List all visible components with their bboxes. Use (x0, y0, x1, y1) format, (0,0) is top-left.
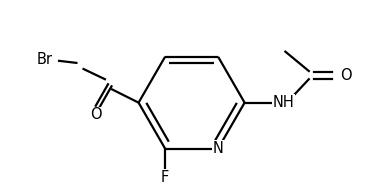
Text: NH: NH (273, 95, 294, 110)
Text: O: O (90, 107, 101, 122)
Text: F: F (161, 170, 169, 185)
Text: Br: Br (37, 52, 53, 67)
Text: N: N (213, 141, 223, 156)
Text: O: O (340, 68, 351, 83)
